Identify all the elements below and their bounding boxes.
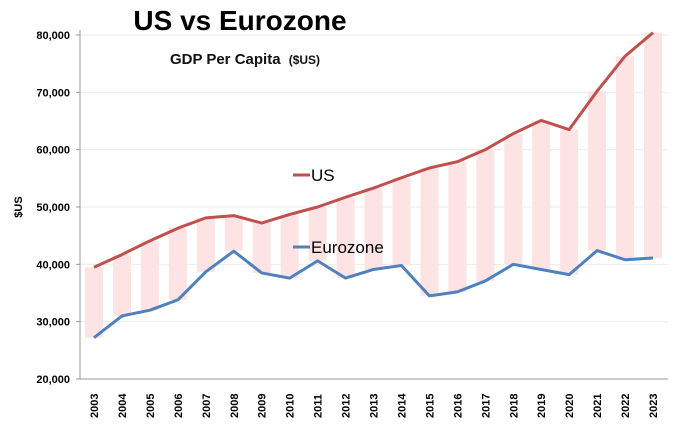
gap-bar	[168, 228, 187, 300]
gap-bar	[224, 215, 243, 252]
gap-bar	[448, 161, 467, 292]
y-tick-labels: 20,000 30,000 40,000 50,000 60,000 70,000 80,0…	[36, 30, 70, 386]
x-tick-label: 2018	[508, 394, 520, 418]
x-tick-label: 2004	[117, 393, 129, 418]
gap-bar	[476, 149, 495, 281]
gap-bar	[336, 197, 355, 279]
gap-bar	[196, 217, 215, 272]
series-line-eurozone	[93, 249, 654, 339]
x-tick-label: 2003	[89, 394, 101, 418]
y-tick-label: 40,000	[36, 259, 70, 271]
x-tick-label: 2012	[341, 394, 353, 418]
gap-bar	[420, 168, 439, 296]
legend-us-label: US	[311, 166, 335, 185]
series-lines	[93, 31, 654, 339]
gap-bar	[560, 129, 579, 275]
x-tick-label: 2008	[229, 394, 241, 418]
legend-us: US	[293, 166, 335, 185]
chart-title: US vs Eurozone	[133, 5, 346, 36]
gap-bar	[112, 254, 131, 316]
gap-bar	[504, 133, 523, 265]
subtitle-unit: ($US)	[289, 53, 320, 67]
x-tick-label: 2020	[564, 394, 576, 418]
legend-eurozone: Eurozone	[293, 238, 384, 257]
x-tick-label: 2019	[536, 394, 548, 418]
y-tick-label: 30,000	[36, 317, 70, 329]
gap-bar	[532, 120, 551, 270]
y-tick-label: 20,000	[36, 374, 70, 386]
x-tick-label: 2006	[173, 394, 185, 418]
y-tick-label: 70,000	[36, 87, 70, 99]
gap-bar	[140, 240, 159, 311]
x-tick-label: 2023	[648, 394, 660, 418]
x-tick-label: 2021	[592, 394, 604, 418]
x-tick-label: 2009	[257, 394, 269, 418]
x-tick-label: 2013	[369, 394, 381, 418]
x-tick-label: 2016	[452, 394, 464, 418]
y-tick-label: 60,000	[36, 145, 70, 157]
gap-bar	[364, 188, 383, 270]
gap-bar	[280, 214, 299, 279]
gap-bar	[252, 223, 271, 273]
gap-bar	[616, 56, 635, 260]
gap-bar	[644, 32, 662, 259]
x-tick-labels: 2003 2004 2005 2006 2007 2008 2009 2010 2011 2012…	[89, 393, 660, 418]
gap-bar	[85, 267, 103, 338]
x-tick-label: 2022	[620, 394, 632, 418]
x-tick-label: 2014	[396, 393, 408, 418]
x-tick-label: 2017	[480, 394, 492, 418]
series-line-us	[93, 31, 654, 269]
x-tick-label: 2010	[285, 394, 297, 418]
x-tick-label: 2007	[201, 394, 213, 418]
subtitle-text: GDP Per Capita	[170, 51, 281, 68]
gap-bar	[392, 177, 411, 266]
gap-bar	[588, 91, 607, 251]
y-axis-label: $US	[13, 196, 25, 217]
x-tick-label: 2011	[313, 394, 325, 418]
x-tick-label: 2005	[145, 394, 157, 418]
gap-bars	[85, 32, 662, 338]
legend-eurozone-label: Eurozone	[311, 238, 384, 257]
y-tick-label: 80,000	[36, 30, 70, 42]
chart-subtitle: GDP Per Capita ($US)	[170, 51, 320, 68]
y-tick-label: 50,000	[36, 202, 70, 214]
gap-bar	[308, 207, 327, 261]
x-tick-label: 2015	[424, 394, 436, 418]
